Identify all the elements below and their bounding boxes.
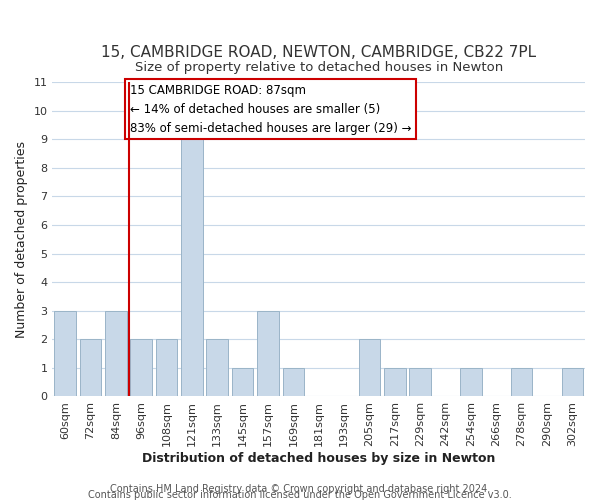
Bar bbox=[80, 340, 101, 396]
Text: Contains HM Land Registry data © Crown copyright and database right 2024.: Contains HM Land Registry data © Crown c… bbox=[110, 484, 490, 494]
Bar bbox=[460, 368, 482, 396]
Bar bbox=[156, 340, 178, 396]
Text: Size of property relative to detached houses in Newton: Size of property relative to detached ho… bbox=[134, 61, 503, 74]
Bar bbox=[181, 139, 203, 396]
Bar bbox=[257, 310, 279, 396]
Bar bbox=[55, 310, 76, 396]
Y-axis label: Number of detached properties: Number of detached properties bbox=[15, 140, 28, 338]
Bar bbox=[409, 368, 431, 396]
Text: 15 CAMBRIDGE ROAD: 87sqm
← 14% of detached houses are smaller (5)
83% of semi-de: 15 CAMBRIDGE ROAD: 87sqm ← 14% of detach… bbox=[130, 84, 411, 134]
Bar bbox=[232, 368, 253, 396]
Bar bbox=[105, 310, 127, 396]
Bar bbox=[206, 340, 228, 396]
Bar bbox=[562, 368, 583, 396]
Text: Contains public sector information licensed under the Open Government Licence v3: Contains public sector information licen… bbox=[88, 490, 512, 500]
X-axis label: Distribution of detached houses by size in Newton: Distribution of detached houses by size … bbox=[142, 452, 496, 465]
Bar bbox=[511, 368, 532, 396]
Bar bbox=[130, 340, 152, 396]
Title: 15, CAMBRIDGE ROAD, NEWTON, CAMBRIDGE, CB22 7PL: 15, CAMBRIDGE ROAD, NEWTON, CAMBRIDGE, C… bbox=[101, 45, 536, 60]
Bar bbox=[384, 368, 406, 396]
Bar bbox=[283, 368, 304, 396]
Bar bbox=[359, 340, 380, 396]
